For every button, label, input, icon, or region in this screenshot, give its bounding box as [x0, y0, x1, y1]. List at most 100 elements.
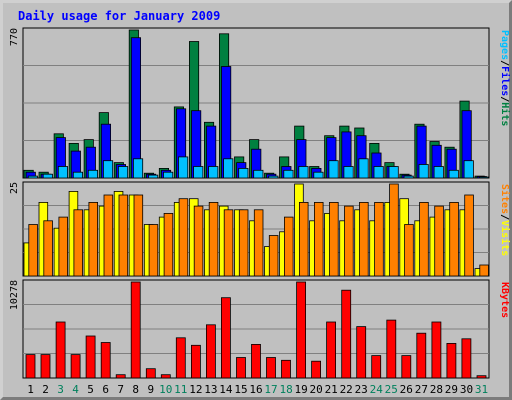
bar	[298, 201, 309, 277]
visits-label: Visits	[499, 220, 511, 256]
bar	[431, 321, 442, 379]
x-tick-label: 21	[325, 383, 338, 396]
bar	[283, 169, 294, 179]
bar	[311, 360, 322, 379]
series-visits	[23, 183, 485, 277]
bar	[268, 235, 279, 277]
bar	[404, 224, 414, 277]
bar	[461, 338, 472, 379]
bar	[132, 158, 144, 179]
pages-label: Pages	[499, 30, 510, 60]
x-tick-label: 9	[147, 383, 154, 396]
panel-visits-sites: 25 Sites/Visits	[9, 181, 511, 277]
bar	[253, 209, 264, 277]
x-tick-label: 14	[219, 383, 233, 396]
bar	[359, 201, 369, 277]
bar	[103, 194, 114, 277]
y-axis-max-label: 25	[9, 182, 20, 194]
bar	[463, 160, 474, 179]
x-tick-label: 4	[72, 383, 79, 396]
bar	[148, 174, 159, 179]
bar	[163, 171, 174, 179]
bar	[87, 169, 99, 179]
files-label: Files	[499, 66, 511, 96]
bar	[70, 354, 81, 379]
bar	[356, 326, 367, 379]
bar	[205, 324, 216, 379]
bar	[193, 166, 204, 179]
bar	[419, 201, 429, 277]
bar	[283, 216, 294, 277]
x-tick-label: 23	[355, 383, 368, 396]
bar	[401, 355, 412, 379]
bar	[178, 156, 189, 179]
bar	[175, 337, 186, 379]
bar	[85, 335, 96, 379]
x-tick-label: 20	[309, 383, 322, 396]
x-tick-label: 3	[57, 383, 64, 396]
bar	[371, 355, 382, 379]
x-tick-label: 19	[294, 383, 307, 396]
bar	[281, 359, 291, 379]
bar	[208, 201, 219, 277]
bar	[27, 175, 38, 179]
bar	[374, 201, 384, 277]
x-tick-label: 17	[264, 383, 277, 396]
bar	[389, 183, 399, 277]
bar	[373, 166, 384, 179]
bar	[163, 212, 174, 277]
bar	[42, 173, 53, 179]
series-axis-label: Sites/Visits	[499, 184, 511, 256]
bar	[88, 201, 99, 277]
label-separator: /	[499, 96, 510, 102]
bar	[343, 166, 354, 179]
sites-label: Sites	[499, 184, 511, 214]
y-axis-max-label: 10278	[9, 280, 20, 310]
bar	[43, 220, 53, 277]
bar	[433, 166, 444, 179]
bar	[55, 321, 66, 379]
bar	[145, 368, 156, 379]
bar	[251, 343, 261, 379]
bar	[28, 224, 38, 277]
bar	[25, 354, 36, 379]
bar	[341, 289, 352, 379]
panel-kbytes: 10278 KBytes	[9, 279, 510, 379]
x-tick-label: 7	[117, 383, 124, 396]
bar	[160, 374, 171, 379]
x-tick-label: 10	[159, 383, 172, 396]
bar	[238, 209, 249, 277]
bar	[130, 37, 142, 179]
x-tick-label: 25	[385, 383, 398, 396]
bar	[266, 357, 276, 379]
bar	[223, 158, 234, 179]
bar	[358, 158, 369, 179]
x-axis: 1 2 3 4 5 6 7 8 9 10 11 12 13 14 15 16 17 18 19 20 21 22 23 24 2…	[27, 383, 488, 396]
bar	[236, 357, 246, 379]
bar	[344, 205, 354, 277]
bar	[118, 166, 129, 179]
x-tick-label: 1	[27, 383, 34, 396]
x-tick-label: 24	[370, 383, 384, 396]
bar	[223, 209, 234, 277]
bar	[133, 194, 144, 277]
x-tick-label: 26	[400, 383, 413, 396]
bar	[58, 216, 69, 277]
bar	[57, 166, 68, 179]
bar	[464, 194, 474, 277]
label-separator: /	[499, 60, 510, 66]
panel-hits-files-pages: 770 Pages/Files/Hits	[9, 27, 511, 179]
x-tick-label: 12	[189, 383, 202, 396]
bar	[403, 175, 414, 179]
bar	[386, 319, 397, 379]
label-separator: /	[499, 214, 510, 220]
series-kbytes	[25, 281, 487, 379]
x-tick-label: 11	[174, 383, 187, 396]
x-tick-label: 27	[415, 383, 428, 396]
bar	[478, 176, 489, 179]
bar	[268, 175, 279, 179]
bar	[296, 281, 307, 379]
x-tick-label: 15	[234, 383, 247, 396]
